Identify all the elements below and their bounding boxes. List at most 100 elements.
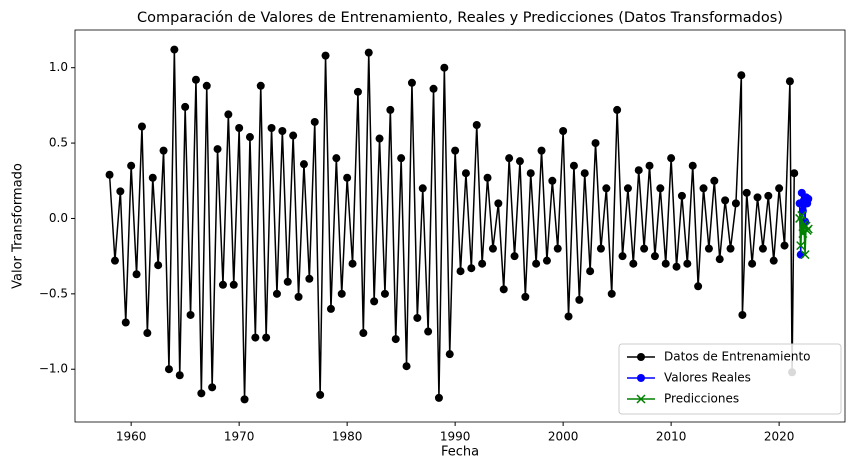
data-point [164,365,173,374]
data-point [429,84,438,93]
data-point [488,244,497,253]
data-point [278,127,287,136]
x-tick-label: 2010 [656,430,687,444]
data-point [294,292,303,301]
data-point [321,51,330,60]
legend-label: Valores Reales [664,371,751,385]
data-point [251,333,260,342]
legend-marker [636,394,646,404]
data-point [305,274,314,283]
data-point [467,264,476,273]
data-point [785,77,794,86]
data-point [472,120,481,129]
data-point [267,124,276,132]
data-point [596,244,605,253]
data-point [704,244,713,253]
data-point [272,289,281,298]
data-point [800,250,810,260]
data-point [742,188,751,197]
data-point [461,169,470,178]
data-point [218,280,227,289]
data-point [803,224,813,234]
data-point [375,134,384,143]
data-point [580,169,589,178]
x-tick-label: 1970 [224,430,255,444]
data-point [380,289,389,298]
data-point [445,350,454,359]
data-point [737,71,746,80]
data-point [526,169,535,178]
data-point [758,244,767,253]
data-point [456,267,465,276]
data-point [353,87,362,96]
chart-title: Comparación de Valores de Entrenamiento,… [137,10,783,26]
series-line [108,49,795,400]
data-point [116,187,125,196]
data-point [634,166,643,175]
data-point [618,252,627,261]
data-point [483,173,492,182]
data-point [677,191,686,200]
data-point [283,277,292,286]
data-point [738,310,747,319]
data-point [753,193,762,202]
data-point [121,318,130,327]
data-point [645,161,654,170]
data-point [780,241,789,250]
data-point [569,161,578,170]
data-point [667,154,676,163]
data-point [370,297,379,306]
data-point [197,389,206,398]
data-point [191,75,200,84]
data-point [332,154,341,163]
y-tick-label: −1.0 [39,362,68,376]
y-tick-label: 1.0 [49,60,68,74]
data-point [804,194,813,203]
data-point [796,250,805,259]
data-point [310,117,319,126]
data-point [769,256,778,265]
data-point [424,327,433,336]
data-point [148,173,157,182]
data-point [402,362,411,371]
data-point [208,383,217,392]
legend-label: Predicciones [664,392,739,406]
data-point [316,390,325,399]
legend-marker [637,374,645,382]
data-point [710,176,719,185]
data-point [386,105,395,114]
x-tick-label: 1990 [440,430,471,444]
data-point [510,252,519,261]
data-point [553,244,562,253]
x-tick-label: 1960 [116,430,147,444]
data-point [613,105,622,114]
data-point [515,157,524,166]
legend-box [618,343,842,415]
x-tick-label: 1980 [332,430,363,444]
data-point [796,241,806,251]
data-point [391,335,400,344]
data-point [591,139,600,148]
data-point [629,259,638,268]
data-point [731,199,740,208]
data-point [586,267,595,276]
data-point [505,154,514,163]
data-point [159,146,168,155]
data-point [537,146,546,155]
data-point [364,48,373,57]
data-point [186,310,195,319]
data-point [289,131,298,140]
data-point [348,259,357,268]
data-point [775,184,784,193]
data-point [245,133,254,142]
data-point [132,270,141,279]
data-point [359,329,368,338]
data-point [640,244,649,253]
x-tick-label: 2020 [764,430,795,444]
data-point [656,184,665,193]
data-point [413,313,422,322]
data-point [170,45,179,54]
data-point [494,199,503,208]
data-point [748,259,757,268]
